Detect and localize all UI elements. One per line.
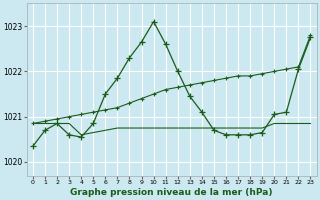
- X-axis label: Graphe pression niveau de la mer (hPa): Graphe pression niveau de la mer (hPa): [70, 188, 273, 197]
